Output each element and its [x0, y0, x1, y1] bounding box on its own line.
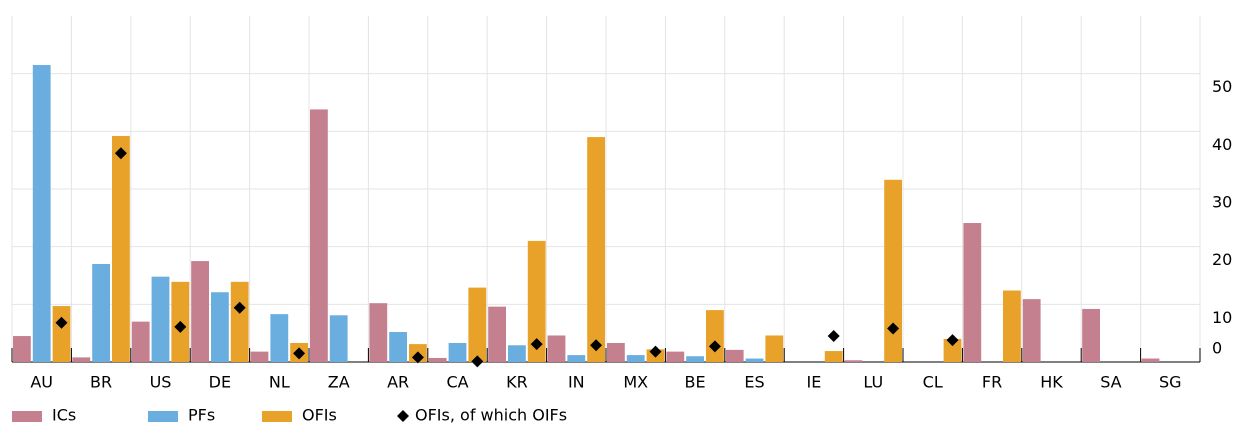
x-tick-label: ZA: [328, 373, 350, 392]
bar: [626, 355, 645, 362]
bar: [508, 345, 526, 362]
x-tick-label: US: [150, 373, 172, 392]
legend-label: OFIs: [302, 406, 337, 425]
x-tick-label: LU: [863, 373, 883, 392]
bar: [686, 356, 704, 362]
diamond-marker: [708, 340, 721, 353]
legend-label: OFIs, of which OIFs: [415, 406, 567, 425]
bar: [191, 261, 209, 362]
diamond-marker: [55, 316, 68, 329]
diamond-marker: [471, 355, 484, 368]
x-tick-label: SA: [1100, 373, 1121, 392]
y-tick-label: 30: [1212, 193, 1232, 212]
y-tick-label: 40: [1212, 135, 1232, 154]
bar: [725, 349, 744, 362]
x-tick-label: KR: [506, 373, 528, 392]
bar: [943, 338, 962, 362]
legend-swatch: [148, 411, 178, 422]
diamond-marker: [411, 351, 424, 364]
bar: [428, 357, 447, 362]
bar: [884, 179, 902, 362]
x-tick-label: AU: [30, 373, 53, 392]
bar: [270, 314, 289, 362]
bar: [32, 65, 51, 363]
diamond-marker: [590, 339, 603, 352]
bar: [211, 292, 229, 362]
x-tick-label: CA: [446, 373, 468, 392]
bar: [488, 306, 506, 362]
x-tick-label: AR: [387, 373, 409, 392]
y-tick-label: 0: [1212, 339, 1222, 358]
diamond-marker: [174, 320, 187, 333]
x-tick-label: HK: [1040, 373, 1063, 392]
bar: [369, 303, 388, 362]
bar: [706, 310, 724, 362]
bar: [13, 336, 31, 362]
legend-label: ICs: [52, 406, 76, 425]
y-tick-label: 20: [1212, 250, 1232, 269]
bar: [250, 351, 269, 362]
bar: [112, 135, 130, 362]
bar: [448, 342, 467, 362]
bar: [72, 357, 91, 362]
diamond-marker: [530, 338, 543, 351]
bar: [1022, 299, 1041, 362]
x-tick-label: BE: [685, 373, 706, 392]
bar: [1082, 308, 1100, 362]
diamond-marker: [887, 322, 900, 335]
legend-swatch: [12, 411, 42, 422]
bar: [389, 332, 407, 362]
bar: [527, 240, 546, 362]
bar: [131, 321, 150, 362]
diamond-marker: [293, 347, 306, 360]
bar: [745, 358, 764, 362]
diamond-marker: [649, 345, 662, 358]
bar: [468, 287, 487, 362]
legend-label: PFs: [188, 406, 215, 425]
x-tick-label: CL: [923, 373, 943, 392]
x-tick-label: FR: [982, 373, 1002, 392]
legend-swatch: [262, 411, 292, 422]
legend-marker: [397, 410, 409, 422]
bar: [92, 263, 110, 362]
bar: [587, 137, 605, 362]
diamond-marker: [114, 147, 127, 160]
diamond-marker: [233, 301, 246, 314]
bar: [151, 276, 170, 362]
bar: [52, 306, 71, 362]
y-tick-label: 10: [1212, 308, 1232, 327]
x-tick-label: NL: [269, 373, 290, 392]
bar: [963, 223, 982, 362]
bar: [765, 335, 784, 362]
bar: [547, 335, 566, 362]
x-tick-label: SG: [1159, 373, 1182, 392]
bar: [666, 351, 685, 362]
bar: [1003, 290, 1021, 362]
bar: [329, 315, 348, 362]
x-tick-label: IN: [568, 373, 585, 392]
bar: [230, 281, 249, 362]
diamond-marker: [827, 330, 840, 343]
x-tick-label: BR: [90, 373, 112, 392]
bar: [1141, 358, 1160, 362]
y-tick-label: 50: [1212, 77, 1232, 96]
bar: [844, 360, 863, 362]
x-tick-label: MX: [623, 373, 648, 392]
bar: [310, 109, 328, 362]
x-tick-label: IE: [806, 373, 821, 392]
bar: [824, 351, 843, 362]
bar: [607, 342, 625, 362]
bar: [567, 355, 586, 362]
diamond-marker: [946, 334, 959, 347]
x-tick-label: DE: [209, 373, 231, 392]
x-tick-label: ES: [744, 373, 764, 392]
